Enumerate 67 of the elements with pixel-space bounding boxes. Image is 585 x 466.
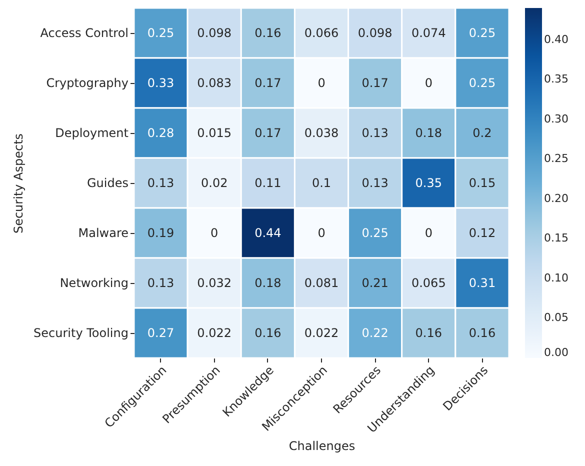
data-label: 0.098: [358, 26, 392, 40]
color-bar-label: 0.00: [544, 346, 568, 359]
data-label: 0.17: [254, 76, 282, 90]
data-label: 0.25: [147, 26, 174, 40]
data-label: 0.17: [362, 76, 388, 90]
data-label: 0.33: [147, 76, 174, 90]
data-label: 0.21: [362, 276, 388, 290]
y-tick-label: Security Tooling: [34, 326, 128, 340]
data-label: 0.25: [468, 76, 496, 90]
y-tick-label: Cryptography: [46, 76, 128, 90]
data-label: 0.25: [468, 26, 496, 40]
color-bar-label: 0.35: [544, 72, 568, 86]
data-label: 0.15: [468, 176, 496, 190]
data-label: 0.16: [468, 326, 496, 340]
data-label: 0.17: [254, 126, 282, 140]
data-label: 0.16: [254, 326, 282, 340]
data-label: 0: [318, 76, 326, 90]
color-bar-label: 0.30: [544, 112, 568, 126]
data-label: 0.081: [304, 276, 339, 290]
data-label: 0.18: [415, 126, 442, 140]
y-tick-label: Malware: [78, 226, 128, 240]
data-label: 0.032: [197, 276, 232, 290]
data-label: 0.038: [304, 126, 339, 140]
color-bar-label: 0.40: [544, 32, 568, 46]
data-label: 0.083: [197, 76, 232, 90]
data-label: 0.31: [468, 276, 496, 290]
data-label: 0.11: [254, 176, 282, 190]
y-tick-label: Networking: [60, 276, 128, 290]
data-label: 0.19: [147, 226, 174, 240]
data-label: 0.065: [411, 276, 446, 290]
color-bar-label: 0.20: [544, 192, 568, 205]
data-label: 0.022: [304, 326, 339, 340]
data-label: 0.22: [362, 326, 388, 340]
y-tick-label: Deployment: [55, 126, 129, 140]
data-label: 0: [318, 226, 326, 240]
data-label: 0.13: [362, 126, 388, 140]
data-label: 0.16: [254, 26, 282, 40]
color-bar-label: 0.10: [544, 271, 568, 284]
data-label: 0.015: [197, 126, 232, 140]
data-label: 0.13: [147, 176, 174, 190]
data-label: 0.022: [197, 326, 232, 340]
data-label: 0.12: [468, 226, 496, 240]
data-label: 0.25: [362, 226, 388, 240]
color-bar-label: 0.25: [544, 152, 568, 166]
data-label: 0.44: [254, 226, 282, 240]
data-label: 0.098: [197, 26, 232, 40]
data-label: 0.1: [312, 176, 332, 190]
data-label: 0.02: [201, 176, 228, 190]
data-label: 0.35: [415, 176, 442, 190]
data-label: 0: [424, 226, 432, 240]
data-label: 0.28: [147, 126, 174, 140]
color-bar-label: 0.15: [544, 232, 568, 245]
data-label: 0.13: [147, 276, 174, 290]
data-label: 0.27: [147, 326, 174, 340]
data-label: 0.13: [362, 176, 388, 190]
y-axis-title: Security Aspects: [12, 133, 26, 234]
data-label: 0.074: [411, 26, 446, 40]
color-bar-label: 0.05: [544, 311, 568, 324]
data-label: 0: [210, 226, 218, 240]
y-tick-label: Access Control: [40, 26, 128, 40]
y-tick-label: Guides: [87, 176, 128, 190]
x-axis-title: Challenges: [288, 438, 356, 453]
data-label: 0.2: [472, 126, 492, 140]
data-label: 0.16: [415, 326, 442, 340]
data-label: 0: [424, 76, 432, 90]
data-label: 0.066: [304, 26, 339, 40]
data-label: 0.18: [254, 276, 282, 290]
